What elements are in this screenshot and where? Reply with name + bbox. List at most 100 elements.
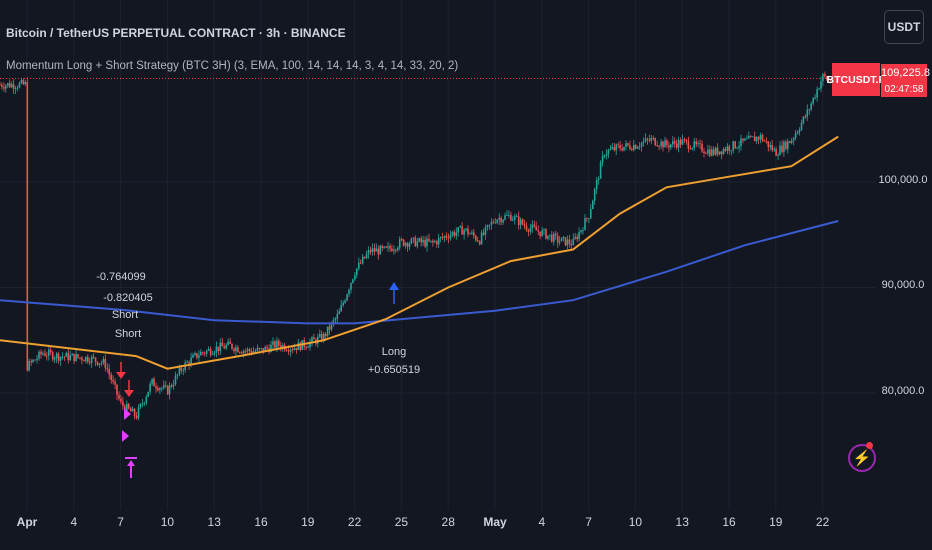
candle-body [726, 146, 729, 151]
candle-body [145, 396, 148, 403]
ema-slow-line [0, 220, 839, 325]
candle-body [515, 216, 518, 218]
candle-body [588, 218, 590, 220]
candle-body [662, 141, 664, 148]
ema-fast-line [0, 135, 839, 370]
candle-body [603, 155, 606, 157]
candle-body [377, 248, 380, 255]
candle-body [77, 354, 79, 358]
candle-body [110, 374, 112, 380]
candle-body [787, 141, 789, 149]
candle-body [828, 79, 830, 81]
candle-body [783, 141, 785, 152]
lightning-bolt-icon[interactable]: ⚡ [848, 444, 876, 472]
candle-body [192, 355, 194, 358]
candle-body [615, 144, 617, 151]
candle-body [295, 348, 298, 350]
candle-body [254, 350, 257, 352]
candle-body [106, 367, 109, 370]
candle-body [299, 342, 302, 350]
candle-body [276, 340, 278, 348]
candle-body [592, 200, 594, 210]
candle-body [3, 87, 5, 89]
candle-body [406, 243, 409, 247]
candle-body [147, 391, 149, 397]
candle-body [241, 352, 243, 354]
time-axis[interactable]: Apr 4 7 10 13 16 19 22 25 28 May 4 7 10 13 16 19 22 [17, 515, 830, 529]
candle-body [549, 234, 551, 236]
candle-body [22, 80, 25, 85]
candle-body [607, 149, 610, 154]
currency-button[interactable]: USDT [884, 10, 924, 44]
candle-body [806, 109, 809, 117]
candle-body [572, 238, 575, 246]
candle-body [599, 162, 602, 179]
exit-arrow [127, 460, 135, 466]
candle-body [621, 148, 623, 151]
candle-body [535, 226, 537, 231]
candle-body [221, 342, 224, 347]
candle-body [369, 250, 372, 252]
candle-body [20, 80, 23, 84]
candle-body [693, 141, 695, 148]
short-signal-value-1: -0.764099 [96, 271, 146, 283]
candle-body [636, 147, 639, 149]
candle-body [826, 76, 828, 80]
candle-body [558, 241, 561, 243]
candle-body [118, 394, 120, 399]
candle-body [812, 97, 814, 104]
candle-body [810, 103, 812, 110]
candle-body [769, 145, 772, 148]
study-legend[interactable]: Momentum Long + Short Strategy (BTC 3H) … [6, 60, 459, 72]
candle-body [822, 74, 824, 82]
candle-body [755, 137, 758, 142]
x-tick-label: Apr [17, 515, 38, 529]
candle-body [266, 347, 268, 349]
candle-body [42, 353, 44, 355]
long-signal-value: +0.650519 [368, 364, 420, 376]
candle-body [633, 145, 635, 151]
candle-body [24, 82, 27, 85]
candle-body [71, 353, 73, 356]
candle-body [695, 141, 697, 145]
candle-body [375, 248, 378, 252]
candle-body [133, 408, 136, 416]
candle-body [434, 241, 436, 243]
candle-body [473, 232, 475, 236]
candle-body [334, 318, 337, 321]
candle-body [422, 240, 424, 243]
candle-body [250, 351, 253, 354]
y-tick-label: 100,000.0 [879, 174, 928, 186]
candle-body [753, 136, 756, 142]
candle-body [385, 246, 387, 248]
x-tick-label: 7 [117, 515, 124, 529]
candle-body [75, 354, 77, 362]
candle-body [658, 146, 660, 147]
candle-body [32, 359, 34, 362]
candle-body [88, 361, 91, 363]
candle-body [451, 232, 454, 235]
candle-body [531, 224, 534, 229]
candle-body [348, 289, 350, 295]
candle-body [593, 189, 596, 201]
candle-body [611, 147, 614, 149]
x-tick-label: 28 [442, 515, 456, 529]
price-axis[interactable]: 100,000.0 90,000.0 80,000.0 [879, 174, 928, 397]
candle-body [638, 146, 641, 148]
candle-body [57, 353, 60, 361]
candle-body [170, 385, 173, 387]
candle-body [198, 355, 200, 358]
candle-body [705, 153, 707, 154]
candle-body [129, 408, 132, 412]
candle-body [38, 351, 40, 359]
candle-body [176, 374, 179, 376]
y-tick-label: 90,000.0 [882, 279, 925, 291]
candle-body [740, 138, 742, 146]
candle-body [124, 405, 126, 412]
candle-body [149, 383, 151, 392]
candle-body [79, 357, 81, 359]
candle-body [307, 347, 309, 348]
candle-body [342, 302, 344, 306]
candle-body [389, 246, 391, 249]
